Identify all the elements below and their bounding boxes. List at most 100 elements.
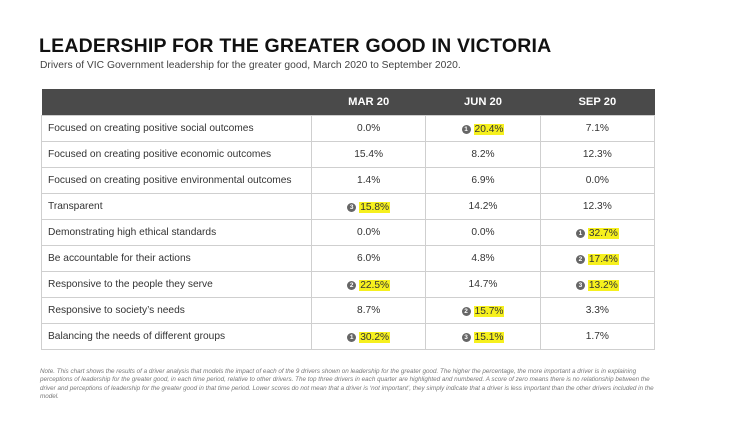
cell-value: 0.0% [357,227,381,238]
table-row: Responsive to the people they serve 2 22.5… [41,271,656,298]
value-cell: 4.8% [425,245,541,272]
cell-value: 1.7% [585,331,609,342]
value-wrap: 3 15.8% [347,201,391,213]
value-wrap: 15.4% [354,149,383,160]
value-cell: 14.7% [425,271,541,298]
cell-value: 12.3% [582,149,612,160]
table-row: Focused on creating positive environment… [41,167,656,194]
rank-badge: 2 [461,306,471,316]
rank-badge: 3 [575,280,585,290]
value-cell: 0.0% [310,219,427,246]
value-wrap: 3 13.2% [575,279,619,291]
cell-value: 14.7% [468,279,498,290]
value-wrap: 0.0% [471,227,494,238]
value-wrap: 14.2% [469,201,498,212]
value-wrap: 7.1% [586,123,609,134]
value-cell: 2 15.7% [425,297,541,324]
value-wrap: 2 15.7% [461,305,505,317]
value-wrap: 8.7% [357,305,380,316]
cell-value: 8.2% [471,149,495,160]
value-wrap: 4.8% [471,253,494,264]
highlighted-value: 15.1% [473,331,505,343]
rank-badge: 3 [461,332,471,342]
value-cell: 12.3% [539,141,656,168]
value-cell: 12.3% [539,193,656,220]
value-cell: 1.4% [310,167,427,194]
value-wrap: 12.3% [583,201,612,212]
value-cell: 14.2% [425,193,541,220]
highlighted-value: 20.4% [473,123,505,135]
value-cell: 0.0% [425,219,541,246]
cell-value: 7.1% [585,123,609,134]
value-cell: 1 30.2% [310,323,427,350]
footnote: Note. This chart shows the results of a … [40,368,654,400]
drivers-table: MAR 20 JUN 20 SEP 20 Focused on creating… [41,89,656,350]
cell-value: 6.9% [471,175,495,186]
table-row: Transparent 3 15.8% 14.2% 12.3% [41,193,656,220]
table-row: Be accountable for their actions 6.0% 4.8%… [41,245,656,272]
value-cell: 2 17.4% [539,245,656,272]
value-wrap: 1 32.7% [575,227,619,239]
value-wrap: 3 15.1% [461,331,505,343]
value-wrap: 6.9% [471,175,494,186]
value-cell: 6.9% [425,167,541,194]
highlighted-value: 15.7% [473,305,505,317]
row-label: Focused on creating positive environment… [41,167,312,194]
row-label: Transparent [41,193,312,220]
rank-badge: 2 [347,280,357,290]
value-wrap: 6.0% [357,253,380,264]
row-label: Be accountable for their actions [41,245,312,272]
value-cell: 3 15.8% [310,193,427,220]
cell-value: 14.2% [468,201,498,212]
cell-value: 8.7% [357,305,381,316]
value-cell: 1 20.4% [425,115,541,142]
column-header: JUN 20 [425,89,541,116]
row-label: Focused on creating positive economic ou… [41,141,312,168]
column-header: MAR 20 [311,89,426,116]
value-cell: 0.0% [539,167,656,194]
table-row: Focused on creating positive economic ou… [41,141,656,168]
value-wrap: 0.0% [586,175,609,186]
highlighted-value: 13.2% [587,279,619,291]
value-cell: 1.7% [539,323,656,350]
row-label: Demonstrating high ethical standards [41,219,312,246]
cell-value: 0.0% [471,227,495,238]
value-cell: 2 22.5% [310,271,427,298]
value-cell: 3 13.2% [539,271,656,298]
value-cell: 3 15.1% [425,323,541,350]
table-row: Demonstrating high ethical standards 0.0%… [41,219,656,246]
value-wrap: 12.3% [583,149,612,160]
highlighted-value: 32.7% [587,227,619,239]
value-cell: 8.7% [310,297,427,324]
value-wrap: 0.0% [357,123,380,134]
highlighted-value: 22.5% [359,279,391,291]
table-row: Responsive to society’s needs 8.7% 2 15.7% 3… [41,297,656,324]
cell-value: 3.3% [585,305,609,316]
value-wrap: 1.4% [357,175,380,186]
value-wrap: 14.7% [469,279,498,290]
value-wrap: 1 20.4% [461,123,505,135]
row-label: Responsive to the people they serve [41,271,312,298]
header-row: MAR 20 JUN 20 SEP 20 [41,89,655,116]
cell-value: 1.4% [357,175,381,186]
cell-value: 0.0% [585,175,609,186]
cell-value: 6.0% [357,253,381,264]
rank-badge: 1 [347,332,357,342]
row-label: Balancing the needs of different groups [41,323,312,350]
rank-badge: 1 [461,124,471,134]
rank-badge: 1 [575,228,585,238]
header-label-cell [41,89,312,116]
value-wrap: 1 30.2% [347,331,391,343]
value-wrap: 0.0% [357,227,380,238]
cell-value: 4.8% [471,253,495,264]
value-cell: 1 32.7% [539,219,656,246]
value-cell: 7.1% [539,115,656,142]
value-wrap: 8.2% [471,149,494,160]
chart-title: LEADERSHIP FOR THE GREATER GOOD IN VICTO… [39,35,552,57]
table-row: Balancing the needs of different groups 1… [41,323,656,350]
cell-value: 0.0% [357,123,381,134]
cell-value: 12.3% [582,201,612,212]
value-cell: 6.0% [310,245,427,272]
highlighted-value: 15.8% [359,201,391,213]
rank-badge: 2 [575,254,585,264]
